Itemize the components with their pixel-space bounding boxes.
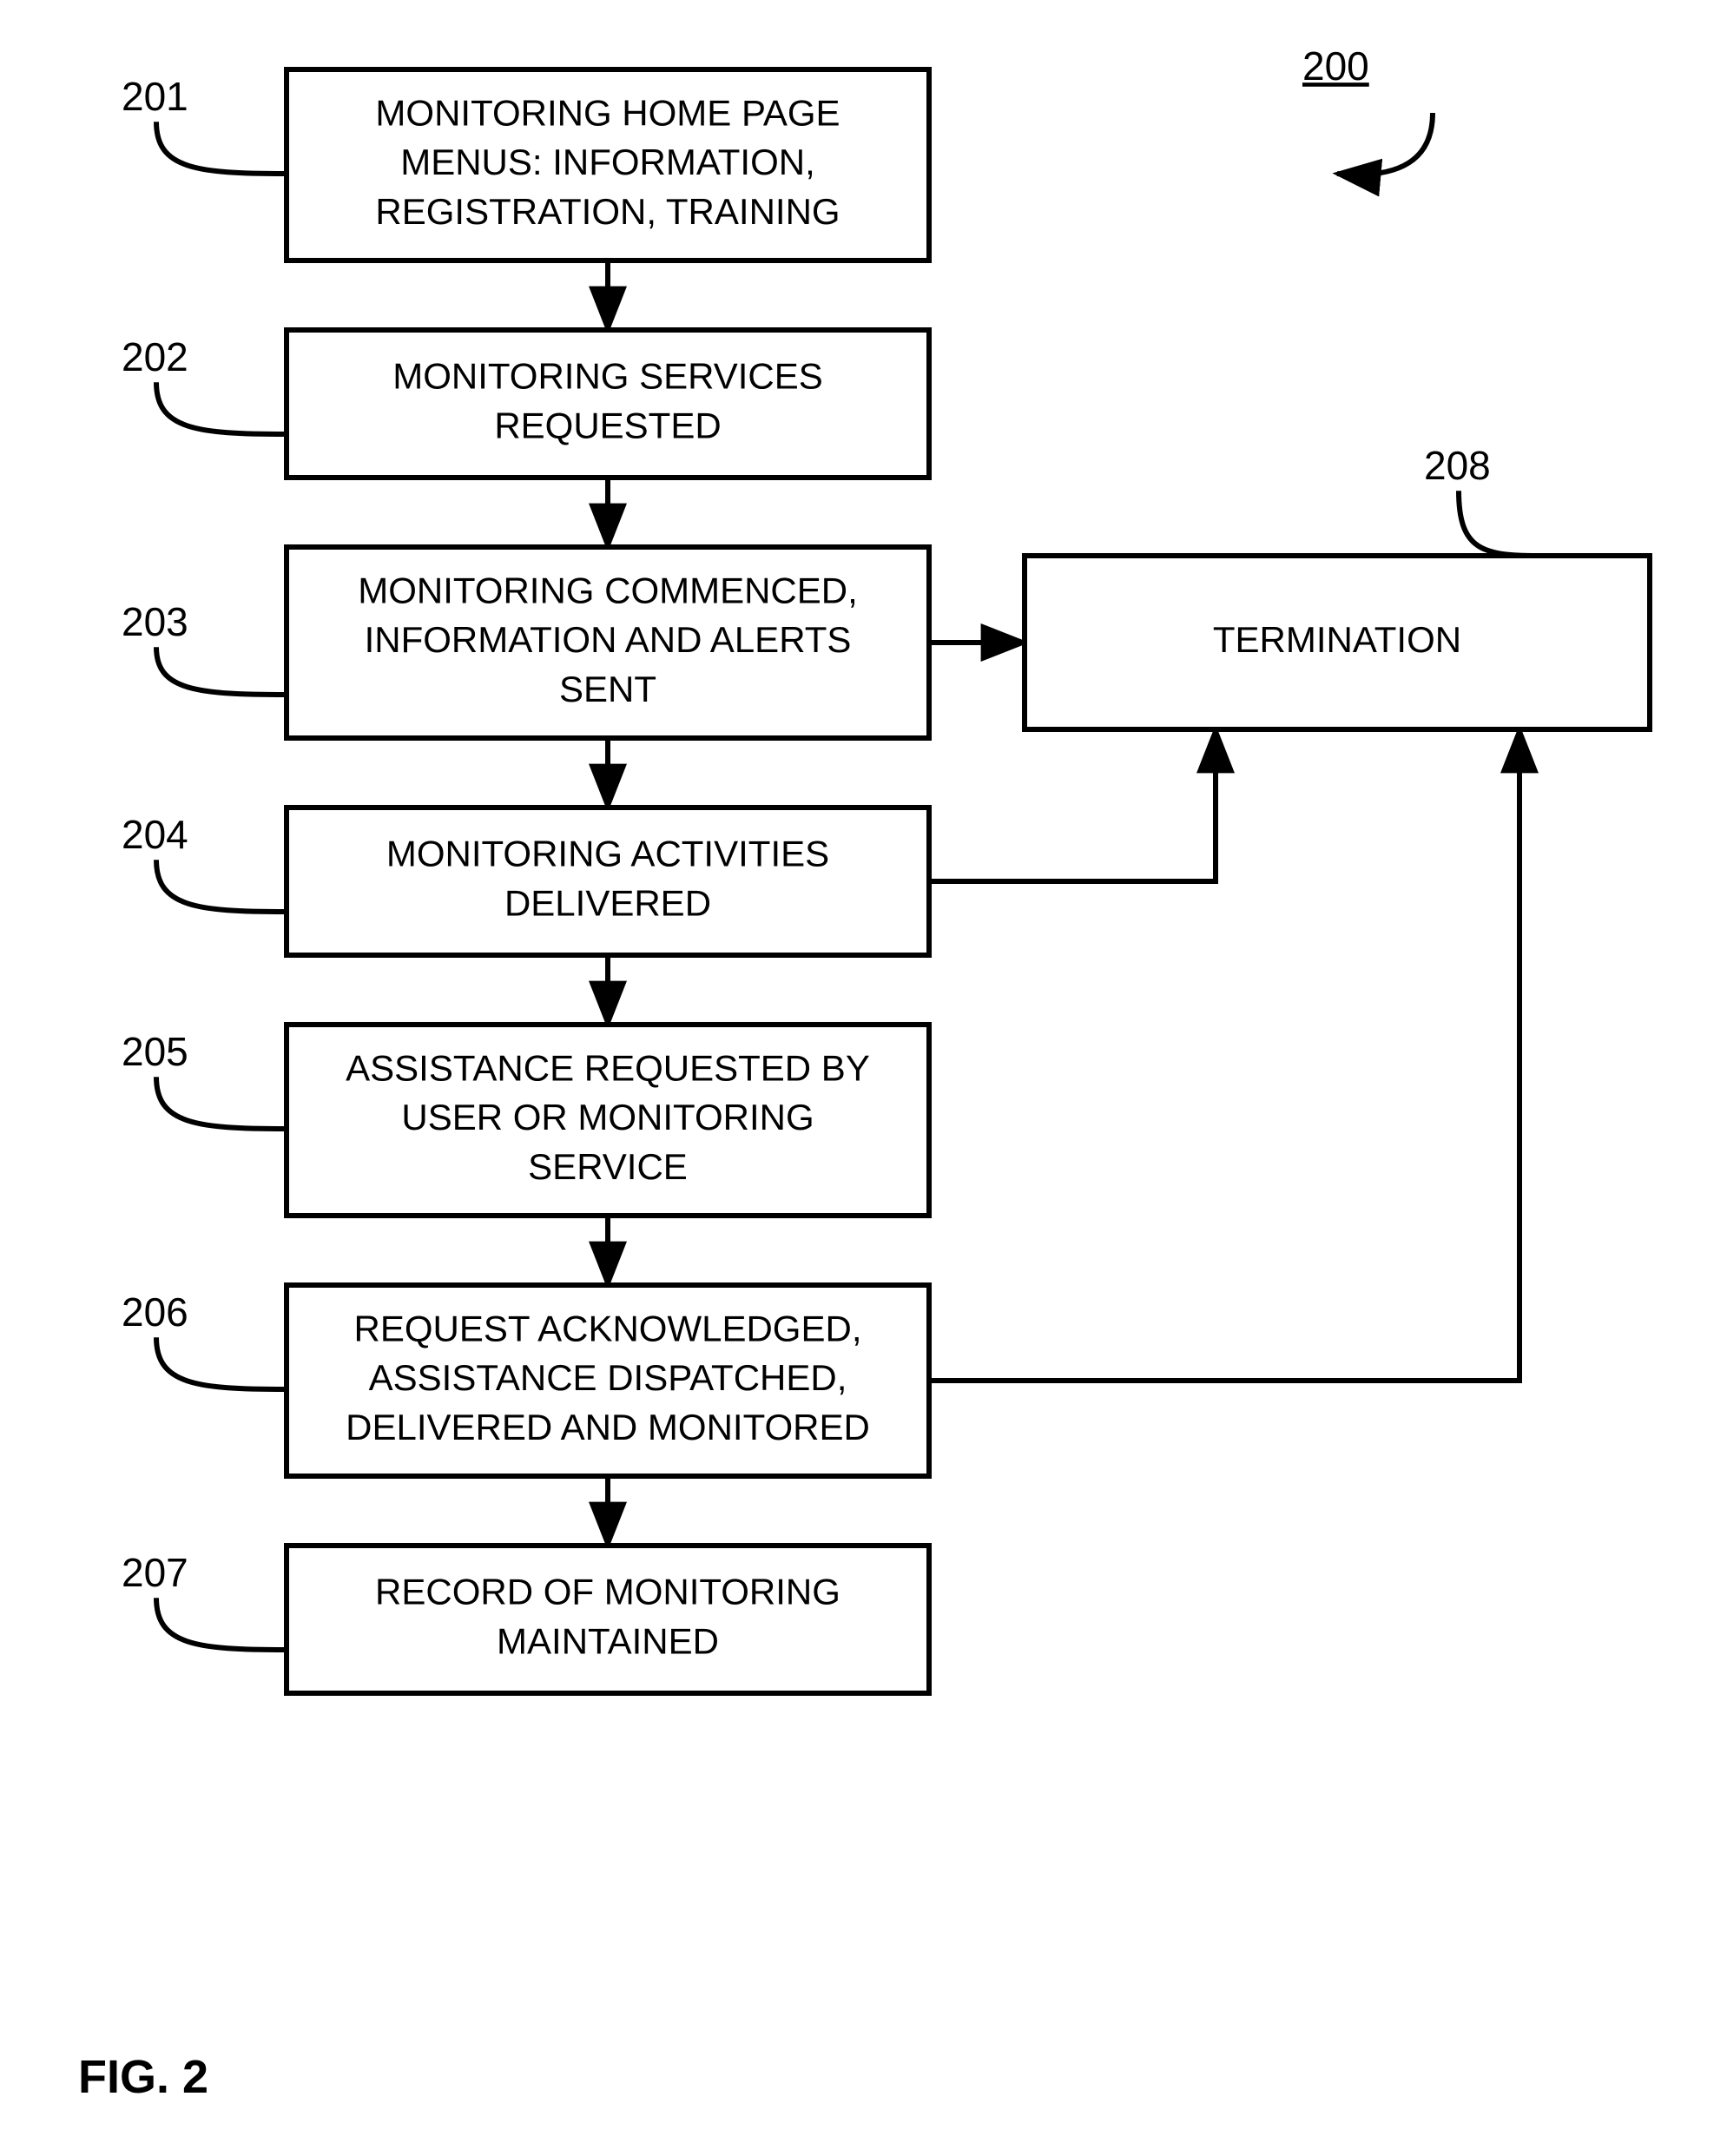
node-n204: MONITORING ACTIVITIES DELIVERED xyxy=(287,808,929,955)
ref-label-204: 204 xyxy=(122,812,188,857)
leader-203 xyxy=(156,647,287,695)
node-text: ASSISTANCE DISPATCHED, xyxy=(369,1357,847,1398)
node-text: REGISTRATION, TRAINING xyxy=(375,191,840,232)
node-text: MENUS: INFORMATION, xyxy=(400,142,815,182)
ref-label-201: 201 xyxy=(122,74,188,119)
node-n205: ASSISTANCE REQUESTED BY USER OR MONITORIN… xyxy=(287,1025,929,1216)
node-text: DELIVERED AND MONITORED xyxy=(346,1407,870,1447)
node-n202: MONITORING SERVICES REQUESTED xyxy=(287,330,929,478)
node-text: MONITORING COMMENCED, xyxy=(358,570,858,610)
figure-ref-number: 200 xyxy=(1302,43,1369,89)
node-n203: MONITORING COMMENCED, INFORMATION AND ALE… xyxy=(287,547,929,738)
node-text: MONITORING SERVICES xyxy=(392,356,823,397)
node-text: ASSISTANCE REQUESTED BY xyxy=(346,1047,870,1088)
node-text: MONITORING HOME PAGE xyxy=(375,92,840,133)
leader-208 xyxy=(1459,491,1537,556)
edge-n204-n208 xyxy=(929,729,1216,881)
leader-201 xyxy=(156,122,287,174)
node-n208: TERMINATION xyxy=(1025,556,1650,729)
node-n207: RECORD OF MONITORING MAINTAINED xyxy=(287,1546,929,1693)
ref-label-203: 203 xyxy=(122,599,188,644)
leader-202 xyxy=(156,382,287,434)
leader-207 xyxy=(156,1598,287,1650)
node-text: TERMINATION xyxy=(1213,619,1461,660)
node-text: SENT xyxy=(559,669,656,709)
node-text: INFORMATION AND ALERTS xyxy=(365,619,852,660)
ref-label-202: 202 xyxy=(122,334,188,379)
node-text: REQUESTED xyxy=(494,405,721,445)
ref-label-205: 205 xyxy=(122,1029,188,1074)
ref-label-207: 207 xyxy=(122,1550,188,1595)
node-text: REQUEST ACKNOWLEDGED, xyxy=(353,1308,861,1348)
leader-206 xyxy=(156,1337,287,1389)
leader-204 xyxy=(156,860,287,912)
node-n201: MONITORING HOME PAGE MENUS: INFORMATION, R… xyxy=(287,69,929,260)
node-text: RECORD OF MONITORING xyxy=(375,1572,840,1612)
node-text: MONITORING ACTIVITIES xyxy=(386,834,829,874)
node-text: SERVICE xyxy=(528,1146,688,1187)
node-text: MAINTAINED xyxy=(497,1620,719,1661)
node-text: DELIVERED xyxy=(504,882,711,923)
leader-205 xyxy=(156,1077,287,1129)
figure-ref-arrow xyxy=(1337,113,1433,175)
ref-label-208: 208 xyxy=(1424,443,1491,488)
node-n206: REQUEST ACKNOWLEDGED, ASSISTANCE DISPATCH… xyxy=(287,1285,929,1476)
node-text: USER OR MONITORING xyxy=(401,1097,814,1137)
ref-label-206: 206 xyxy=(122,1289,188,1335)
figure-caption: FIG. 2 xyxy=(78,2051,208,2103)
edge-n206-n208 xyxy=(929,729,1519,1381)
